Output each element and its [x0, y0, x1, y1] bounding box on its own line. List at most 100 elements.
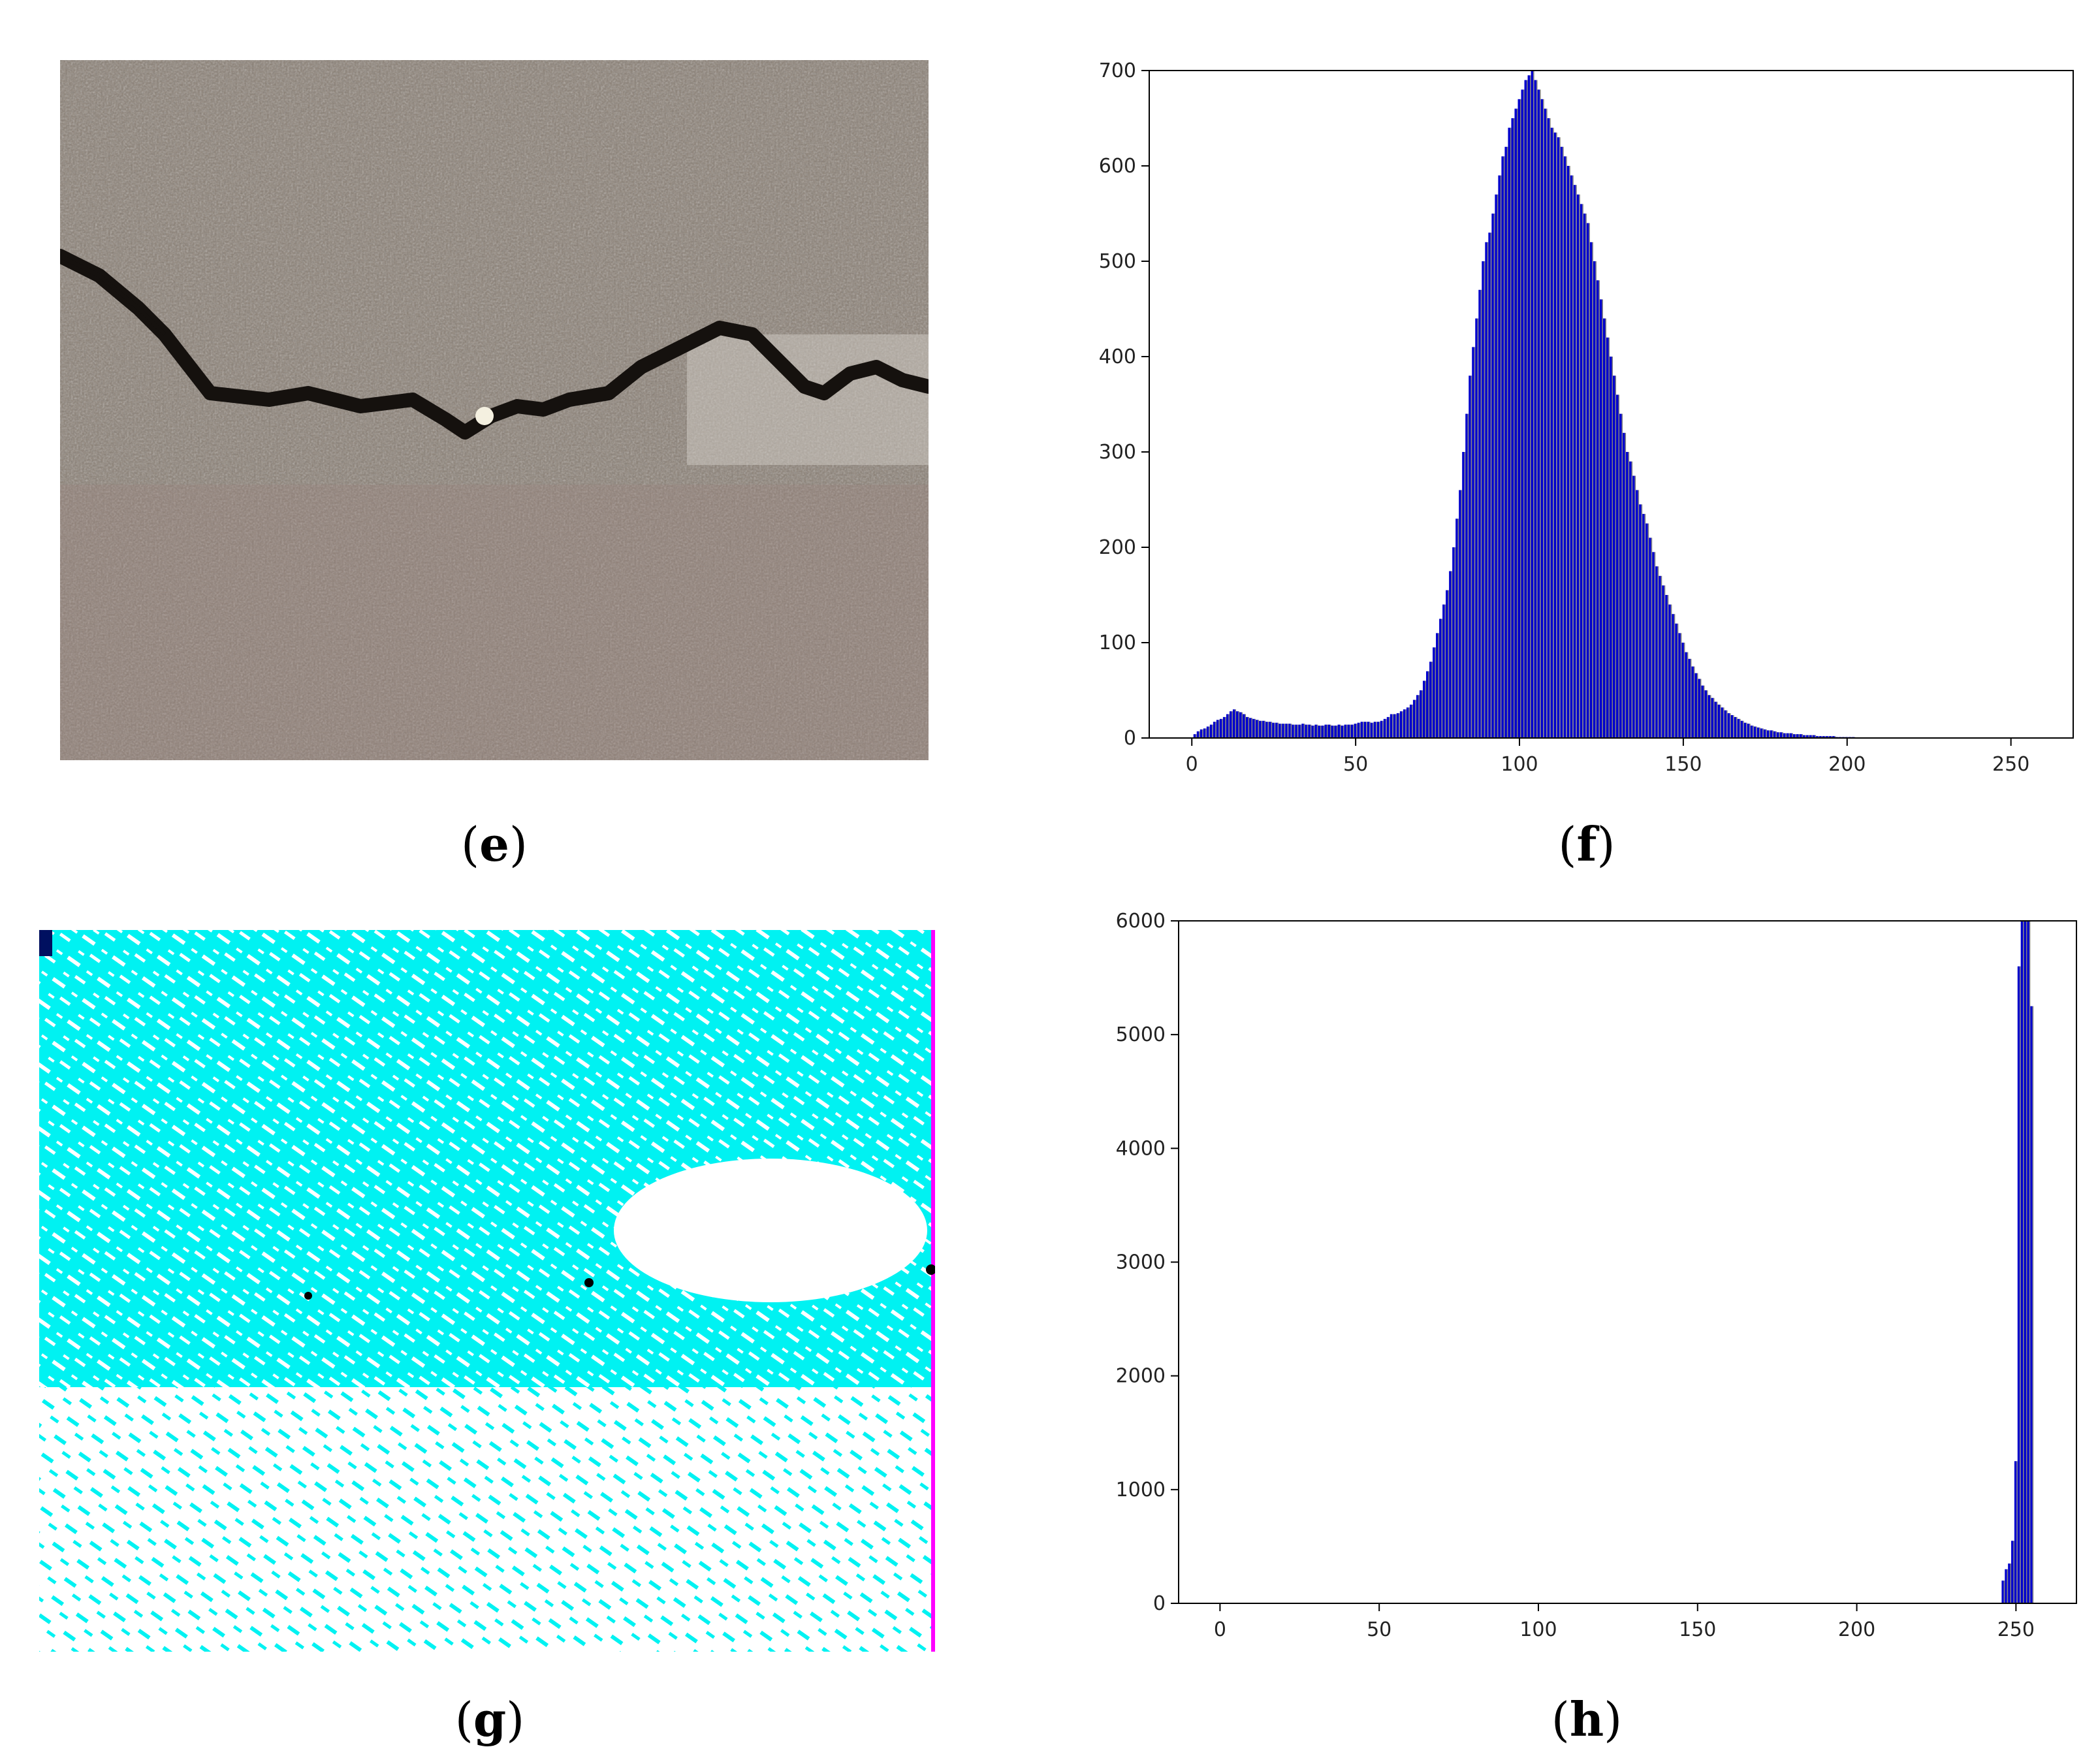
bar [1301, 724, 1304, 738]
bar [1675, 623, 1677, 738]
bar [1619, 413, 1622, 738]
bar-edge [1707, 690, 1708, 738]
bar [1737, 718, 1740, 738]
bar-edge [1209, 726, 1210, 738]
bar-edge [1628, 452, 1630, 738]
bar-edge [1435, 647, 1437, 738]
bar-edge [1441, 618, 1443, 738]
bar [1616, 394, 1619, 738]
bar-edge [1772, 730, 1773, 738]
bar [1449, 571, 1452, 738]
bar-edge [1425, 681, 1426, 738]
bar [1727, 713, 1730, 738]
bar-edge [1713, 698, 1715, 738]
bar [1704, 690, 1708, 738]
bar-edge [1369, 722, 1371, 738]
bar-edge [1399, 713, 1400, 738]
bar-edge [1395, 714, 1397, 738]
bar [1419, 690, 1422, 738]
bar-edge [1408, 707, 1410, 738]
bar [2008, 1564, 2011, 1603]
bar-edge [1657, 566, 1659, 738]
bar [2027, 921, 2029, 1603]
bar-edge [1585, 214, 1587, 738]
bar-edge [2026, 921, 2027, 1603]
caption-e: (e) [461, 816, 528, 872]
bar [1360, 722, 1363, 738]
bar [1629, 461, 1632, 738]
bar-edge [1493, 214, 1495, 738]
bar-edge [1418, 695, 1420, 738]
bar-edge [1326, 724, 1328, 738]
bar [1246, 716, 1248, 738]
bar-edge [2007, 1569, 2009, 1603]
bar [1357, 722, 1360, 738]
bar-edge [2023, 921, 2024, 1603]
bar [1206, 726, 1209, 738]
bar [1717, 704, 1721, 738]
bar-edge [1749, 724, 1751, 738]
bar-edge [1274, 722, 1276, 738]
bar-edge [1815, 735, 1817, 738]
bar [1816, 736, 1819, 738]
bar-edge [1559, 137, 1561, 738]
bar-edge [1756, 726, 1757, 738]
bar [1390, 714, 1393, 738]
bar-edge [1533, 71, 1534, 738]
bar [1196, 731, 1200, 738]
bar [1734, 716, 1737, 738]
bar-edge [1258, 720, 1260, 738]
bar [1324, 724, 1327, 738]
bar [1409, 704, 1412, 738]
bar-edge [1379, 722, 1380, 738]
bar-edge [1641, 504, 1643, 738]
bar-edge [1205, 728, 1207, 738]
bar [2024, 921, 2026, 1603]
bar-edge [1680, 633, 1682, 738]
bar-edge [1297, 724, 1299, 738]
bar-edge [1300, 724, 1302, 738]
bar-edge [1726, 710, 1728, 738]
bar-edge [1470, 376, 1472, 738]
bar-edge [1329, 724, 1331, 738]
x-tick-label: 100 [1519, 1618, 1557, 1641]
bar [1632, 475, 1635, 738]
bar [1396, 713, 1399, 738]
bar-edge [1762, 728, 1764, 738]
bar-edge [1248, 716, 1250, 738]
panel-g-binary [39, 930, 936, 1652]
bar [1763, 729, 1766, 738]
bar [1462, 452, 1465, 738]
bar [2001, 1580, 2004, 1603]
bar [1691, 666, 1694, 738]
bar [1685, 652, 1687, 738]
bar-edge [1290, 724, 1292, 738]
bar-edge [1513, 118, 1515, 738]
bar [1806, 735, 1809, 738]
bar [1550, 127, 1553, 739]
bar [1580, 204, 1583, 738]
bar [1399, 711, 1403, 738]
histogram-h: 0 50 100 150 200 250 0 1000 2000 3000 4000 5000 6000 [1116, 910, 2077, 1641]
bar-edge [1245, 714, 1247, 738]
bar [1393, 714, 1396, 738]
bar [1452, 547, 1455, 738]
bar-edge [1251, 718, 1253, 738]
bar [1193, 734, 1196, 738]
bar [1537, 89, 1540, 738]
bar [1779, 732, 1783, 738]
bar-edge [1792, 733, 1793, 738]
bar-edge [1540, 89, 1541, 738]
bar [1491, 214, 1494, 738]
bar [1540, 99, 1544, 739]
bar [1243, 714, 1245, 738]
bar-edge [1277, 722, 1279, 738]
x-tick-label: 150 [1664, 753, 1702, 776]
bar [1756, 727, 1760, 738]
bar-edge [1215, 722, 1216, 738]
x-tick-label: 0 [1214, 1618, 1226, 1641]
bar [1534, 80, 1537, 739]
bar [1688, 658, 1691, 738]
bar [1636, 490, 1638, 738]
bar-edge [1343, 726, 1344, 738]
